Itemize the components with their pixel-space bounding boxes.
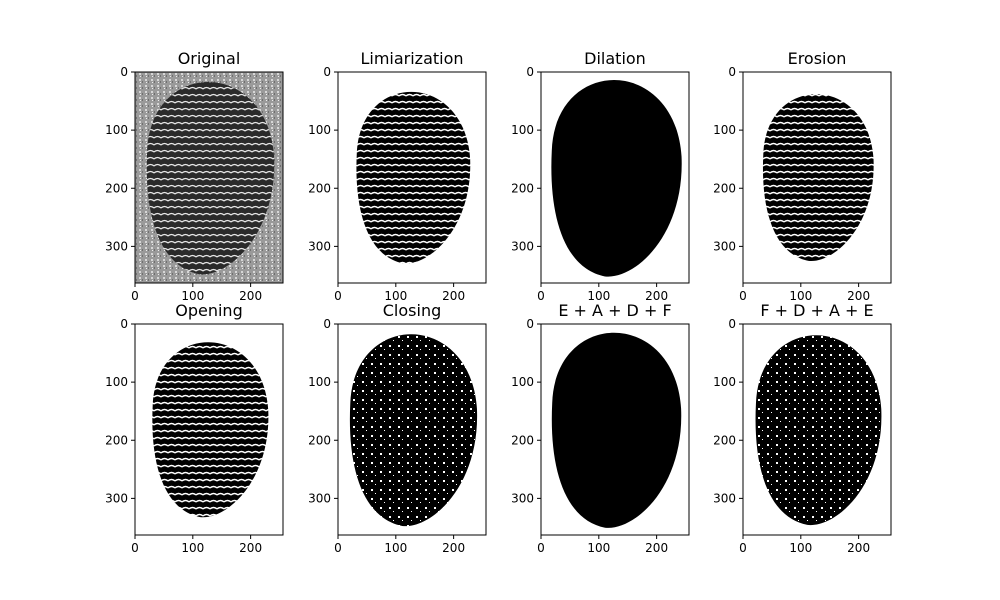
- y-tick-label: 100: [308, 123, 331, 137]
- panel-6: Closing 0 100 200 0 100 200 300: [308, 301, 487, 555]
- y-tick-label: 0: [526, 317, 534, 331]
- x-tick-label: 0: [739, 289, 747, 303]
- fingerprint-image: [551, 80, 682, 277]
- x-tick-label: 200: [442, 541, 465, 555]
- y-tick-label: 200: [308, 433, 331, 447]
- y-tick-label: 200: [308, 181, 331, 195]
- axes-frame: [540, 71, 690, 284]
- panel-7: E + A + D + F 0 100 200 0 100 200 300: [511, 301, 690, 555]
- x-tick-label: 200: [442, 289, 465, 303]
- fingerprint-image: [146, 82, 275, 275]
- y-tick-label: 300: [308, 239, 331, 253]
- fingerprint-image: [356, 91, 471, 264]
- x-tick-label: 200: [645, 289, 668, 303]
- panel-3: Dilation 0 100 200 0 100 200 300: [511, 49, 690, 303]
- y-tick-label: 300: [511, 239, 534, 253]
- y-tick-label: 100: [713, 123, 736, 137]
- y-tick-label: 200: [105, 181, 128, 195]
- x-tick-label: 200: [847, 541, 870, 555]
- x-tick-label: 100: [384, 289, 407, 303]
- x-tick-label: 0: [537, 289, 545, 303]
- y-tick-label: 200: [105, 433, 128, 447]
- x-tick-label: 0: [739, 541, 747, 555]
- x-tick-label: 100: [587, 289, 610, 303]
- y-tick-label: 100: [308, 375, 331, 389]
- y-tick-label: 300: [511, 491, 534, 505]
- panel-title: Erosion: [788, 49, 847, 68]
- panel-title: Limiarization: [360, 49, 463, 68]
- panel-4: Erosion 0 100 200 0 100 200 300: [713, 49, 892, 303]
- y-tick-label: 200: [713, 433, 736, 447]
- axes-frame: [134, 323, 284, 536]
- x-tick-label: 100: [181, 541, 204, 555]
- x-tick-label: 0: [334, 541, 342, 555]
- panels-layer: Original 0 100 200 0 100 200 300 Limiarization 0 1…: [105, 49, 892, 555]
- x-tick-label: 0: [334, 289, 342, 303]
- x-tick-label: 100: [587, 541, 610, 555]
- y-tick-label: 300: [105, 239, 128, 253]
- y-tick-label: 300: [713, 239, 736, 253]
- axes-frame: [134, 71, 284, 284]
- panel-1: Original 0 100 200 0 100 200 300: [105, 49, 284, 303]
- x-tick-label: 200: [847, 289, 870, 303]
- y-tick-label: 100: [713, 375, 736, 389]
- x-tick-label: 100: [384, 541, 407, 555]
- y-tick-label: 200: [713, 181, 736, 195]
- panel-title: Opening: [175, 301, 242, 320]
- y-tick-label: 0: [323, 317, 331, 331]
- axes-frame: [540, 323, 690, 536]
- y-tick-label: 300: [308, 491, 331, 505]
- y-tick-label: 300: [105, 491, 128, 505]
- y-tick-label: 0: [120, 317, 128, 331]
- axes-frame: [337, 323, 487, 536]
- x-tick-label: 100: [181, 289, 204, 303]
- axes-frame: [742, 323, 892, 536]
- y-tick-label: 100: [511, 123, 534, 137]
- x-tick-label: 100: [789, 541, 812, 555]
- y-tick-label: 300: [713, 491, 736, 505]
- x-tick-label: 0: [131, 541, 139, 555]
- panel-title: Closing: [383, 301, 441, 320]
- y-tick-label: 0: [728, 317, 736, 331]
- panel-2: Limiarization 0 100 200 0 100 200 300: [308, 49, 487, 303]
- fingerprint-image: [551, 332, 682, 528]
- panel-title: E + A + D + F: [558, 301, 671, 320]
- x-tick-label: 0: [131, 289, 139, 303]
- fingerprint-image: [755, 335, 882, 526]
- y-tick-label: 200: [511, 433, 534, 447]
- y-tick-label: 100: [511, 375, 534, 389]
- y-tick-label: 0: [728, 65, 736, 79]
- y-tick-label: 100: [105, 375, 128, 389]
- panel-5: Opening 0 100 200 0 100 200 300: [105, 301, 284, 555]
- x-tick-label: 0: [537, 541, 545, 555]
- panel-title: F + D + A + E: [760, 301, 873, 320]
- x-tick-label: 200: [239, 289, 262, 303]
- x-tick-label: 200: [645, 541, 668, 555]
- fingerprint-image: [152, 342, 269, 518]
- x-tick-label: 100: [789, 289, 812, 303]
- axes-frame: [337, 71, 487, 284]
- panel-8: F + D + A + E 0 100 200 0 100 200 300: [713, 301, 892, 555]
- y-tick-label: 0: [526, 65, 534, 79]
- fingerprint-image: [762, 94, 874, 262]
- panel-title: Dilation: [584, 49, 646, 68]
- y-tick-label: 100: [105, 123, 128, 137]
- x-tick-label: 200: [239, 541, 262, 555]
- y-tick-label: 0: [323, 65, 331, 79]
- axes-frame: [742, 71, 892, 284]
- y-tick-label: 200: [511, 181, 534, 195]
- fingerprint-image: [349, 334, 478, 527]
- y-tick-label: 0: [120, 65, 128, 79]
- panel-title: Original: [178, 49, 241, 68]
